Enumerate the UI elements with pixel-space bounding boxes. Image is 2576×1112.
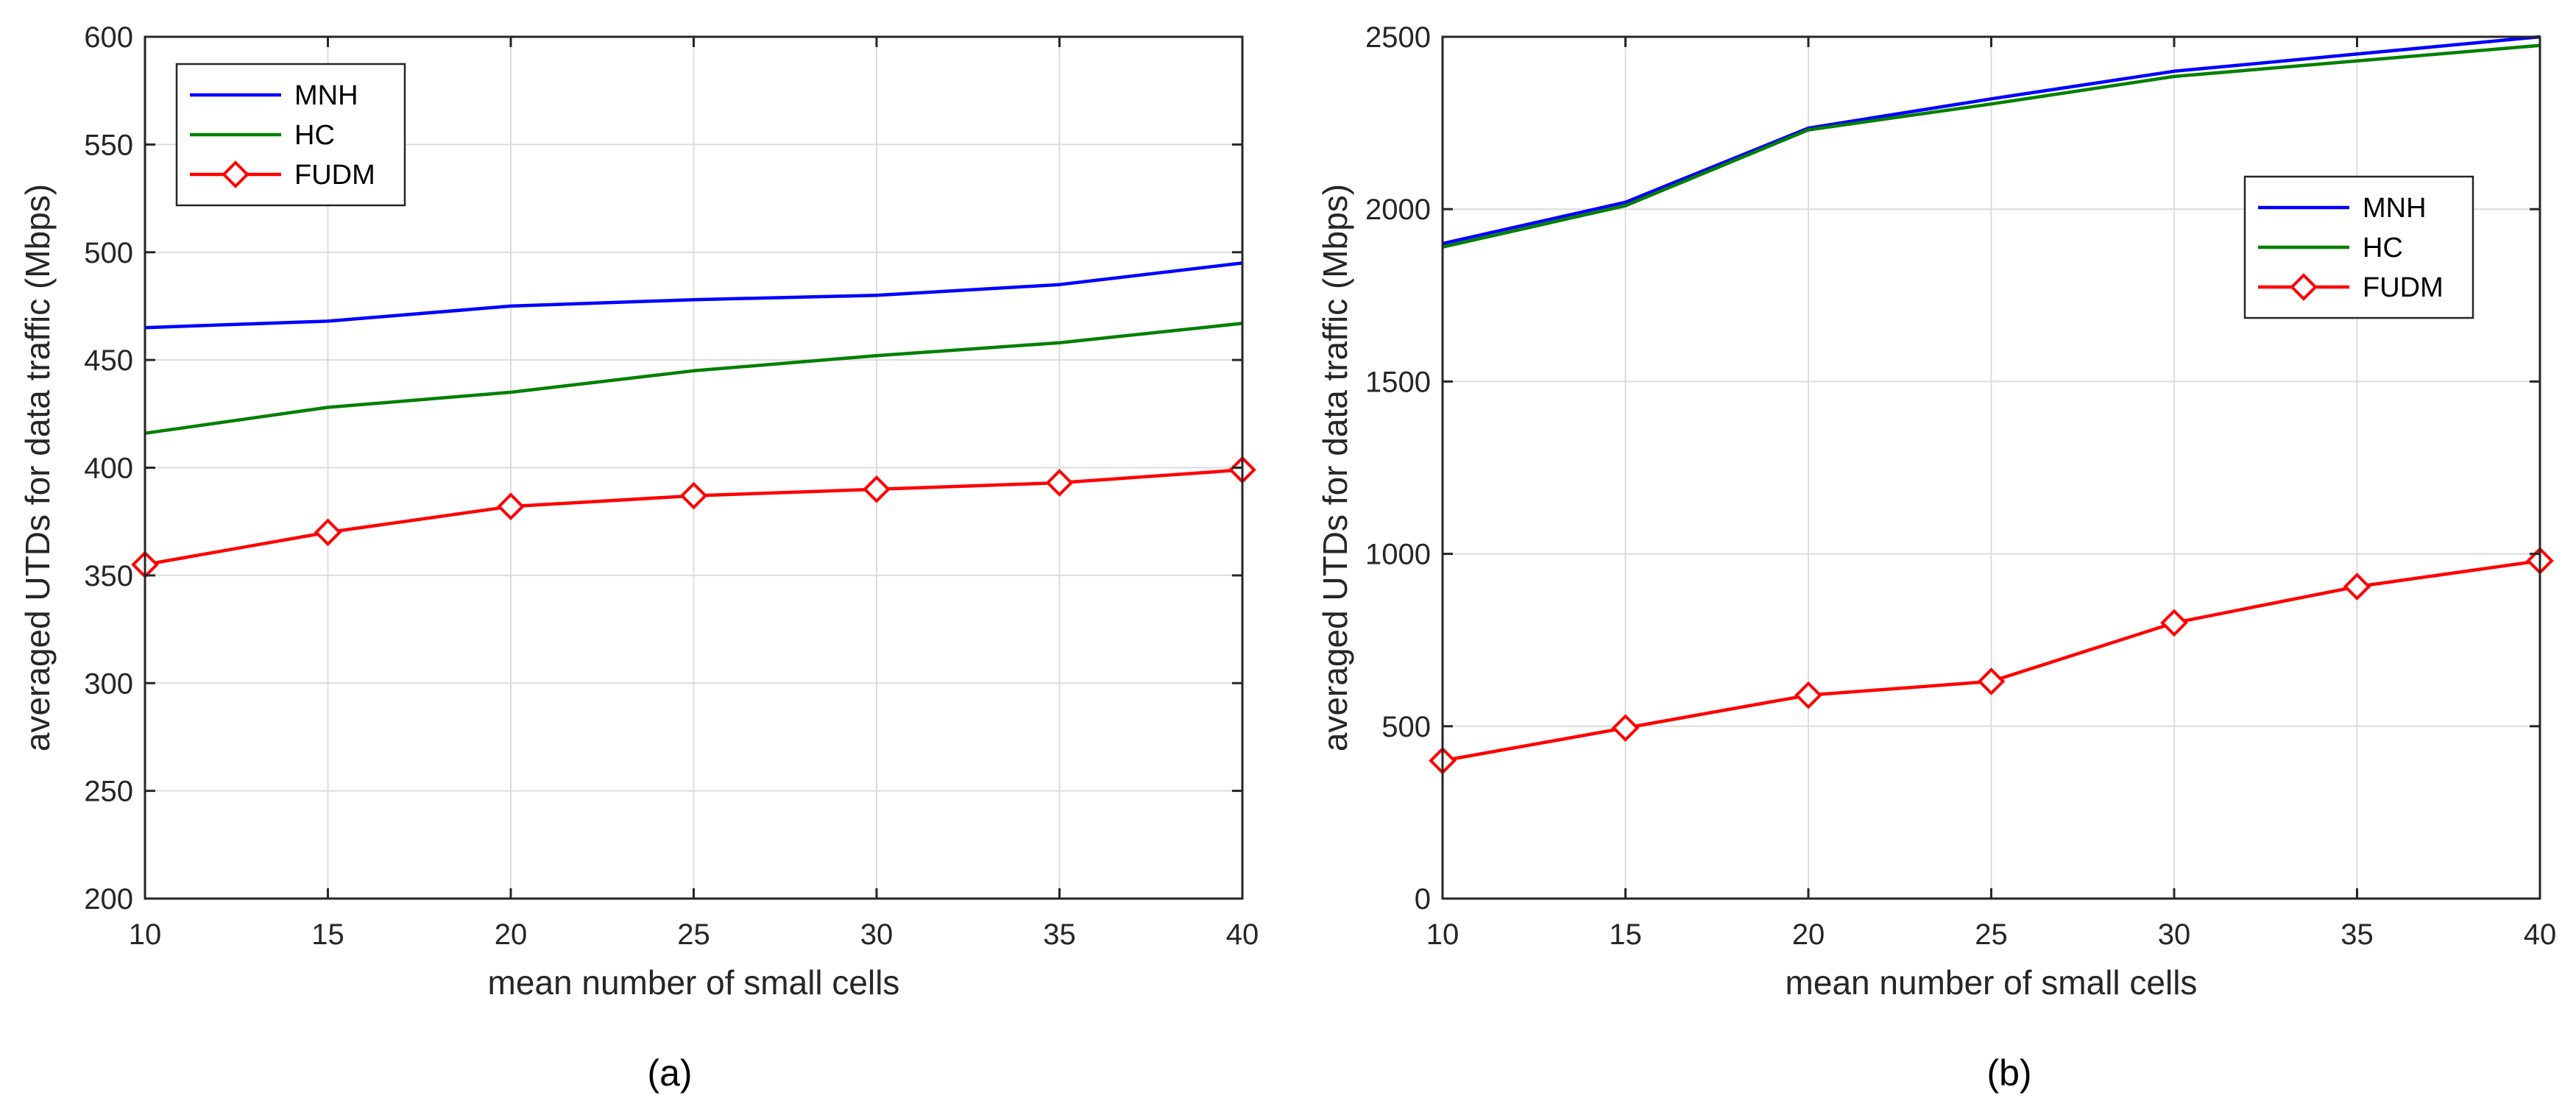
x-tick-label: 35 [2340, 918, 2374, 951]
data-point-fudm [1977, 667, 2006, 695]
y-tick-label: 400 [84, 453, 133, 485]
legend-label-fudm: FUDM [2363, 272, 2444, 303]
y-tick-label: 350 [84, 560, 133, 592]
series-mnh [1442, 35, 2541, 246]
data-point-fudm [1794, 681, 1822, 709]
data-point-fudm [314, 518, 342, 547]
y-axis-label: averaged UTDs for data traffic (Mbps) [1316, 184, 1354, 751]
data-point-fudm [497, 492, 525, 521]
y-tick-label: 2500 [1365, 21, 1431, 54]
chart-caption: (a) [647, 1052, 692, 1094]
y-tick-label: 200 [84, 883, 133, 916]
series-fudm [131, 456, 1256, 579]
legend-marker-fudm [222, 160, 250, 188]
x-tick-label: 30 [860, 918, 894, 951]
y-tick-label: 600 [84, 21, 133, 54]
x-tick-label: 15 [1609, 918, 1642, 951]
legend-marker-fudm [2290, 273, 2318, 301]
y-tick-label: 550 [84, 129, 133, 161]
legend-label-mnh: MNH [2363, 193, 2427, 224]
y-tick-label: 1500 [1365, 366, 1431, 398]
y-tick-label: 300 [84, 667, 133, 700]
x-tick-label: 10 [1426, 918, 1459, 951]
x-tick-label: 25 [677, 918, 710, 951]
chart-b: 10 15 20 25 30 35 40 0 500 1000 1500 2000 2500 mean n… [1316, 21, 2556, 1094]
chart-a: 10 15 20 25 30 35 40 200 250 300 350 400 450 500 550 60… [18, 21, 1259, 1094]
y-tick-label: 0 [1415, 883, 1431, 916]
x-axis-label: mean number of small cells [488, 963, 900, 1002]
data-point-fudm [1611, 714, 1640, 742]
x-tick-label: 15 [311, 918, 344, 951]
data-point-fudm [679, 481, 708, 510]
x-tick-label: 20 [1792, 918, 1825, 951]
legend-label-hc: HC [2363, 233, 2403, 263]
legend-label-mnh: MNH [294, 80, 358, 111]
x-axis-label: mean number of small cells [1786, 963, 2198, 1002]
data-point-fudm [2343, 573, 2371, 601]
data-point-fudm [2160, 609, 2188, 637]
y-tick-label: 1000 [1365, 539, 1431, 571]
legend-label-hc: HC [294, 120, 335, 151]
legend-label-fudm: FUDM [294, 160, 375, 191]
data-point-fudm [1045, 469, 1074, 497]
y-tick-label: 250 [84, 776, 133, 808]
legend: MNH HC FUDM [175, 63, 406, 207]
y-tick-label: 450 [84, 344, 133, 377]
y-tick-label: 500 [1381, 711, 1431, 743]
y-tick-label: 2000 [1365, 194, 1431, 226]
y-axis-label: averaged UTDs for data traffic (Mbps) [18, 184, 57, 751]
chart-caption: (b) [1986, 1052, 2031, 1094]
x-tick-label: 40 [2524, 918, 2557, 951]
data-point-fudm [863, 475, 891, 503]
series-fudm [1429, 547, 2554, 775]
x-tick-label: 30 [2158, 918, 2191, 951]
y-tick-label: 500 [84, 237, 133, 269]
x-tick-label: 20 [495, 918, 528, 951]
legend: MNH HC FUDM [2243, 175, 2474, 319]
x-tick-label: 10 [129, 918, 162, 951]
x-tick-label: 35 [1043, 918, 1076, 951]
x-tick-label: 40 [1226, 918, 1259, 951]
x-tick-label: 25 [1975, 918, 2008, 951]
